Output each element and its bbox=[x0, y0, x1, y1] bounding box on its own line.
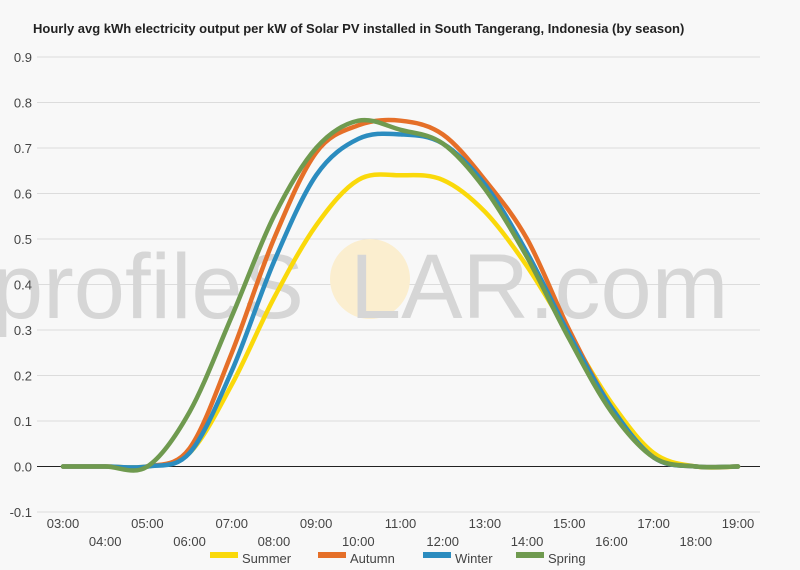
x-tick-label: 16:00 bbox=[595, 534, 628, 549]
series-lines bbox=[60, 117, 741, 473]
y-tick-label: 0.5 bbox=[14, 232, 32, 247]
legend-swatch-winter bbox=[423, 552, 451, 558]
watermark-sun bbox=[330, 239, 410, 319]
legend-label-autumn: Autumn bbox=[350, 551, 395, 566]
x-tick-label: 15:00 bbox=[553, 516, 586, 531]
y-tick-label: -0.1 bbox=[10, 505, 32, 520]
x-axis-ticks: 03:00 04:00 05:00 06:00 07:00 08:00 09:00 10:00… bbox=[47, 516, 755, 549]
series-line-spring bbox=[60, 117, 741, 473]
y-axis-ticks: -0.1 0.0 0.1 0.2 0.3 0.4 0.5 0.6 0.7 0.8 0.9 bbox=[10, 50, 32, 520]
y-tick-label: 0.7 bbox=[14, 141, 32, 156]
x-tick-label: 13:00 bbox=[469, 516, 502, 531]
y-tick-label: 0.9 bbox=[14, 50, 32, 65]
y-tick-label: 0.2 bbox=[14, 369, 32, 384]
legend-label-summer: Summer bbox=[242, 551, 292, 566]
x-tick-label: 19:00 bbox=[722, 516, 755, 531]
x-tick-label: 14:00 bbox=[511, 534, 544, 549]
y-tick-label: 0.3 bbox=[14, 323, 32, 338]
x-tick-label: 09:00 bbox=[300, 516, 333, 531]
legend-swatch-summer bbox=[210, 552, 238, 558]
x-tick-label: 08:00 bbox=[258, 534, 291, 549]
x-tick-label: 18:00 bbox=[680, 534, 713, 549]
legend: Summer Autumn Winter Spring bbox=[210, 551, 586, 566]
series-line-winter bbox=[60, 131, 741, 470]
watermark: profileS LAR.com bbox=[0, 236, 728, 338]
x-tick-label: 06:00 bbox=[173, 534, 206, 549]
x-tick-label: 04:00 bbox=[89, 534, 122, 549]
y-tick-label: 0.4 bbox=[14, 278, 32, 293]
y-tick-label: 0.6 bbox=[14, 187, 32, 202]
legend-label-spring: Spring bbox=[548, 551, 586, 566]
x-tick-label: 17:00 bbox=[637, 516, 670, 531]
y-tick-label: 0.1 bbox=[14, 414, 32, 429]
x-tick-label: 12:00 bbox=[426, 534, 459, 549]
y-tick-label: 0.0 bbox=[14, 460, 32, 475]
x-tick-label: 05:00 bbox=[131, 516, 164, 531]
x-tick-label: 03:00 bbox=[47, 516, 80, 531]
legend-swatch-autumn bbox=[318, 552, 346, 558]
x-tick-label: 10:00 bbox=[342, 534, 375, 549]
legend-label-winter: Winter bbox=[455, 551, 493, 566]
x-tick-label: 07:00 bbox=[215, 516, 248, 531]
y-tick-label: 0.8 bbox=[14, 96, 32, 111]
x-tick-label: 11:00 bbox=[385, 516, 417, 531]
chart-title: Hourly avg kWh electricity output per kW… bbox=[33, 21, 684, 36]
legend-swatch-spring bbox=[516, 552, 544, 558]
